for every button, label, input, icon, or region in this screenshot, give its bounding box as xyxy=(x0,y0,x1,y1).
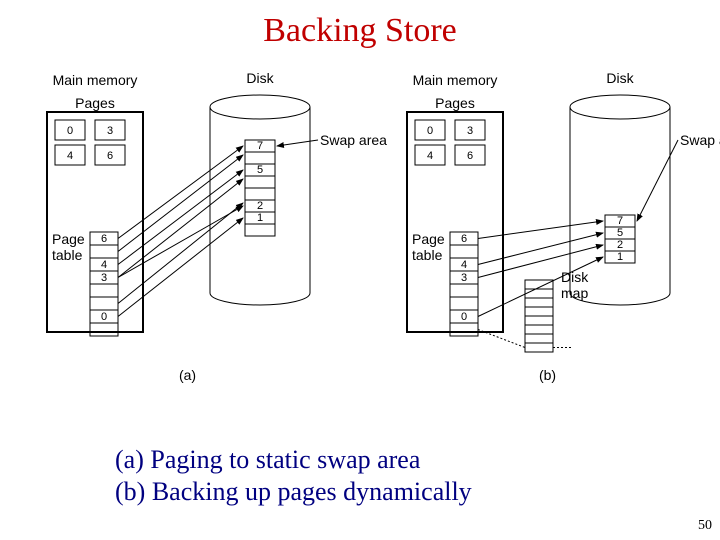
svg-text:0: 0 xyxy=(427,125,433,137)
figure: Main memoryPagesDiskSwap areaPagetable(a… xyxy=(0,0,720,540)
svg-text:Pages: Pages xyxy=(435,95,475,111)
svg-text:0: 0 xyxy=(101,311,107,323)
svg-text:3: 3 xyxy=(467,125,473,137)
svg-text:Pages: Pages xyxy=(75,95,115,111)
svg-text:Swap area: Swap area xyxy=(320,132,387,148)
svg-text:3: 3 xyxy=(101,272,107,284)
svg-text:map: map xyxy=(561,285,588,301)
svg-text:5: 5 xyxy=(617,227,623,239)
svg-text:1: 1 xyxy=(617,251,623,263)
svg-text:Swap area: Swap area xyxy=(680,132,720,148)
svg-text:3: 3 xyxy=(107,125,113,137)
svg-text:6: 6 xyxy=(107,150,113,162)
svg-text:4: 4 xyxy=(67,150,73,162)
svg-text:(a): (a) xyxy=(179,367,196,383)
svg-text:2: 2 xyxy=(257,200,263,212)
svg-text:Disk: Disk xyxy=(606,70,634,86)
svg-text:6: 6 xyxy=(467,150,473,162)
svg-text:0: 0 xyxy=(67,125,73,137)
svg-text:Disk: Disk xyxy=(561,269,589,285)
svg-text:4: 4 xyxy=(101,259,107,271)
svg-text:6: 6 xyxy=(461,233,467,245)
svg-text:Page: Page xyxy=(412,231,445,247)
svg-text:7: 7 xyxy=(257,140,263,152)
svg-text:2: 2 xyxy=(617,239,623,251)
svg-text:Disk: Disk xyxy=(246,70,274,86)
svg-text:Main memory: Main memory xyxy=(53,72,138,88)
svg-text:4: 4 xyxy=(427,150,433,162)
svg-text:Page: Page xyxy=(52,231,85,247)
svg-text:5: 5 xyxy=(257,164,263,176)
svg-text:4: 4 xyxy=(461,259,467,271)
svg-text:1: 1 xyxy=(257,212,263,224)
svg-text:table: table xyxy=(412,247,443,263)
svg-text:table: table xyxy=(52,247,83,263)
svg-text:0: 0 xyxy=(461,311,467,323)
svg-text:Main memory: Main memory xyxy=(413,72,498,88)
svg-text:(b): (b) xyxy=(539,367,556,383)
svg-text:3: 3 xyxy=(461,272,467,284)
svg-text:7: 7 xyxy=(617,215,623,227)
svg-text:6: 6 xyxy=(101,233,107,245)
